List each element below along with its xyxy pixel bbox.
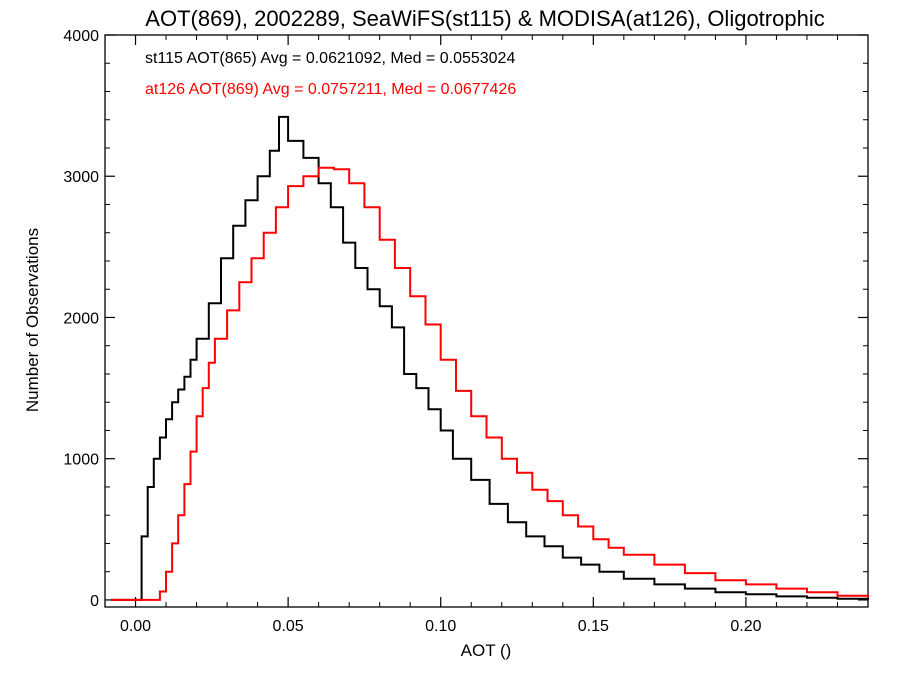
x-tick-label: 0.10 — [425, 618, 456, 635]
y-tick-label: 3000 — [63, 169, 99, 186]
plot-frame — [104, 34, 869, 608]
x-tick-label: 0.20 — [730, 618, 761, 635]
y-axis-label: Number of Observations — [23, 228, 42, 412]
plot-area: 0.00 0.05 0.10 0.15 0.20 0 1000 2000 3000 4000 — [63, 28, 869, 635]
series-at126-histogram — [111, 166, 869, 601]
y-tick-label: 4000 — [63, 28, 99, 45]
y-tick-label: 0 — [90, 593, 99, 610]
y-tick-label: 1000 — [63, 452, 99, 469]
chart-title: AOT(869), 2002289, SeaWiFS(st115) & MODI… — [145, 6, 824, 31]
legend-entry-at126: at126 AOT(869) Avg = 0.0757211, Med = 0.… — [145, 81, 516, 98]
series-st115-histogram — [111, 115, 869, 601]
x-axis-label: AOT () — [461, 641, 512, 660]
x-tick-label: 0.05 — [273, 618, 304, 635]
y-tick-label: 2000 — [63, 310, 99, 327]
x-tick-label: 0.00 — [120, 618, 151, 635]
x-tick-label: 0.15 — [578, 618, 609, 635]
legend-entry-st115: st115 AOT(865) Avg = 0.0621092, Med = 0.… — [145, 50, 515, 67]
